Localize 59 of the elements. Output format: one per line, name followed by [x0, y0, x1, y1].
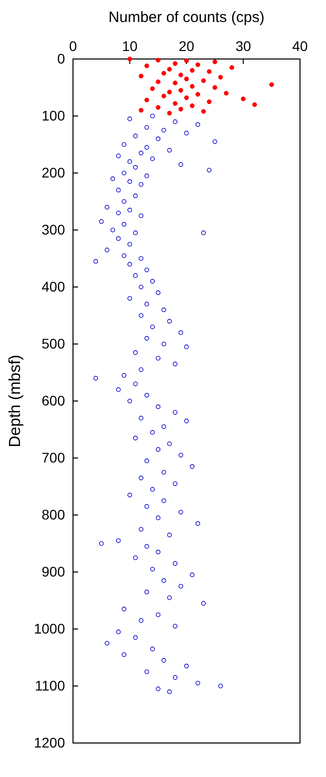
point — [201, 109, 206, 114]
point — [230, 65, 234, 70]
y-axis-title: Depth (mbsf) — [7, 354, 24, 448]
point — [224, 90, 229, 96]
y-tick-label: 300 — [42, 221, 66, 238]
y-tick-label: 0 — [57, 50, 66, 66]
y-tick-label: 100 — [42, 107, 66, 124]
point — [172, 61, 178, 66]
y-tick-label: 800 — [42, 506, 66, 522]
point — [206, 99, 212, 104]
point — [240, 96, 246, 102]
point — [150, 86, 155, 91]
point — [190, 84, 195, 89]
point — [144, 98, 150, 102]
point — [156, 79, 160, 84]
point — [167, 90, 172, 94]
point — [201, 78, 206, 84]
point — [144, 63, 150, 68]
point — [206, 69, 212, 74]
x-tick-label: 10 — [122, 38, 138, 54]
point — [172, 101, 178, 106]
x-tick-label: 30 — [235, 38, 252, 54]
point — [178, 72, 184, 78]
point — [138, 108, 144, 113]
point — [161, 70, 166, 76]
point — [269, 82, 274, 88]
x-axis-title: Number of counts (cps) — [108, 9, 264, 26]
point — [190, 68, 195, 73]
point — [184, 76, 189, 82]
point — [252, 102, 257, 107]
y-tick-label: 200 — [42, 164, 66, 180]
point — [212, 85, 218, 90]
point — [184, 95, 189, 100]
y-tick-label: 900 — [42, 563, 66, 580]
y-tick-label: 1000 — [34, 620, 66, 636]
y-tick-label: 1100 — [34, 677, 66, 694]
y-tick-label: 700 — [42, 449, 66, 466]
y-tick-label: 600 — [42, 392, 66, 408]
point — [156, 58, 160, 62]
point — [167, 66, 172, 72]
point — [138, 74, 144, 78]
point — [212, 59, 218, 64]
point — [195, 62, 200, 68]
y-tick-label: 400 — [42, 278, 66, 294]
point — [195, 92, 200, 97]
point — [161, 94, 166, 98]
point — [190, 103, 195, 108]
x-tick-label: 40 — [292, 38, 308, 54]
point — [178, 106, 184, 112]
x-tick-label: 20 — [178, 38, 194, 54]
point — [218, 74, 223, 80]
x-tick-label: 0 — [69, 38, 78, 54]
point — [178, 88, 184, 93]
y-tick-label: 500 — [42, 335, 66, 352]
point — [172, 80, 178, 86]
y-tick-label: 1200 — [34, 734, 66, 750]
point — [167, 110, 172, 116]
point — [127, 56, 132, 62]
point — [156, 105, 160, 110]
